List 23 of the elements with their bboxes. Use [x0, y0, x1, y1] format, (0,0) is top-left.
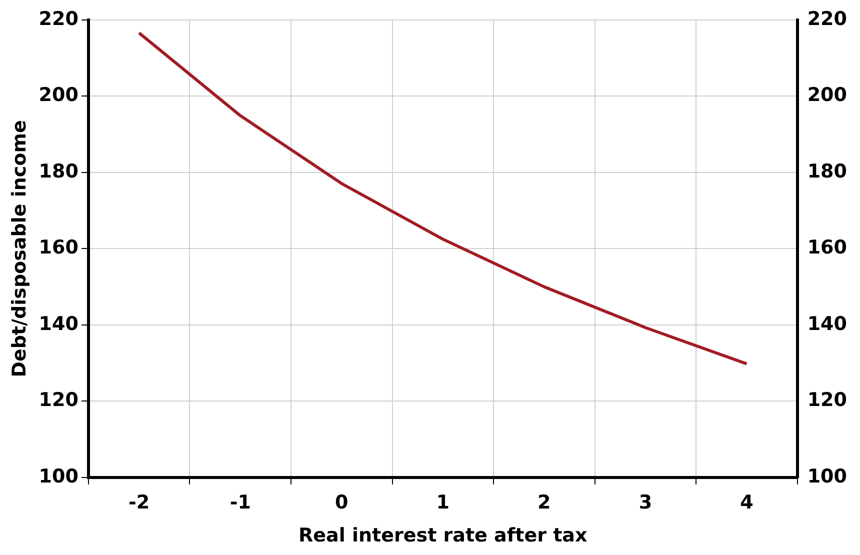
y-tick-label: 120 [38, 389, 78, 412]
y-tick-label: 180 [38, 160, 78, 182]
x-tick-label: -2 [128, 492, 150, 514]
y-tick-label: 200 [38, 84, 78, 106]
y2-tick-label: 140 [807, 312, 848, 335]
y2-tick-label: 120 [807, 389, 848, 412]
y2-tick-label: 220 [807, 8, 848, 30]
x-tick-label: -1 [230, 492, 251, 514]
x-axis-title: Real interest rate after tax [298, 524, 588, 547]
x-tick-label: 4 [740, 492, 754, 514]
y2-tick-label: 160 [807, 236, 848, 259]
x-tick-label: 2 [538, 492, 551, 514]
y2-tick-label: 180 [807, 160, 848, 182]
x-tick-label: 1 [436, 492, 450, 514]
y-tick-label: 100 [38, 465, 78, 488]
y-tick-label: 160 [38, 236, 78, 259]
x-tick-label: 0 [335, 492, 348, 514]
y-tick-label: 220 [38, 8, 78, 30]
x-tick-label: 3 [638, 492, 652, 514]
y2-tick-label: 100 [807, 465, 848, 488]
y2-tick-label: 200 [807, 84, 848, 106]
y-tick-label: 140 [38, 312, 78, 335]
y-axis-title: Debt/disposable income [8, 120, 30, 378]
